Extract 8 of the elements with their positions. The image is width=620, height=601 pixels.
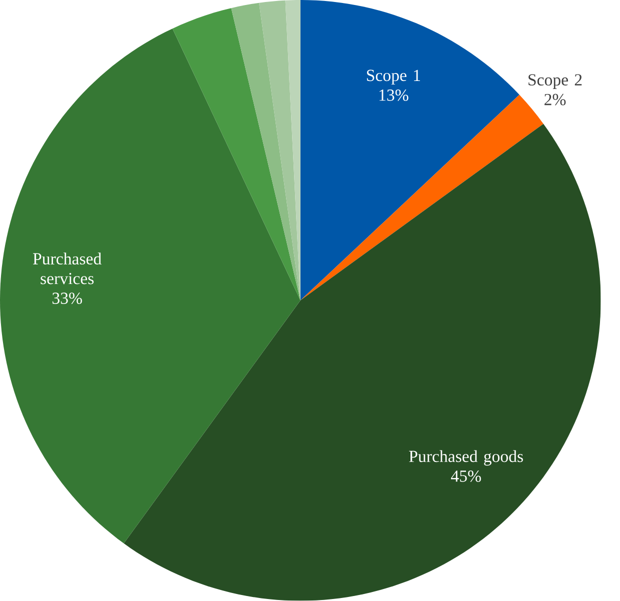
data-label: 2% xyxy=(544,94,566,106)
slice-label: Scope 2 xyxy=(528,74,582,90)
data-label: 45% xyxy=(450,470,481,482)
slice-label: Scope 1 xyxy=(367,70,420,85)
slice-label: Purchased services xyxy=(33,252,102,284)
data-label: 13% xyxy=(380,90,408,101)
data-label: 33% xyxy=(52,292,82,304)
slice-label: Purchased goods xyxy=(409,450,523,466)
